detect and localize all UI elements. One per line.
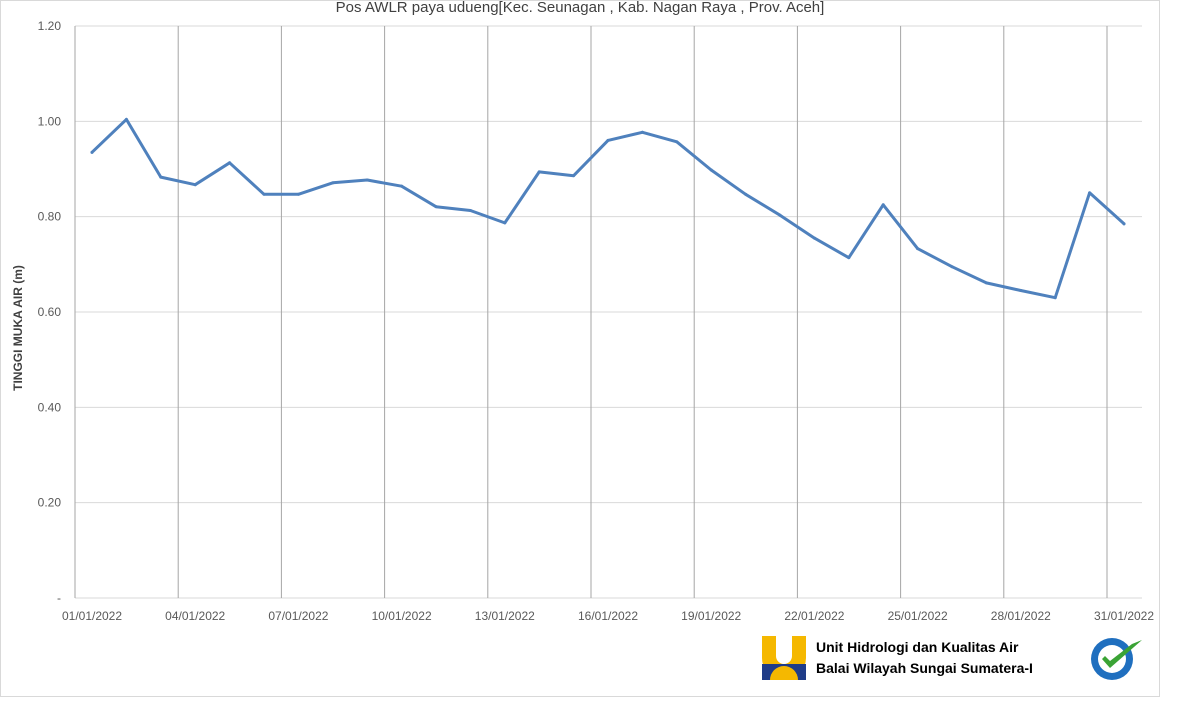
chart-frame [0, 0, 1160, 697]
data-point [262, 192, 266, 196]
data-point [606, 138, 610, 142]
y-tick-label: 1.20 [38, 19, 62, 33]
x-tick-label: 07/01/2022 [268, 609, 328, 623]
data-point [640, 130, 644, 134]
data-point [1053, 296, 1057, 300]
data-point [331, 181, 335, 185]
y-axis-label: TINGGI MUKA AIR (m) [11, 265, 25, 391]
data-point [1122, 222, 1126, 226]
x-tick-label: 10/01/2022 [372, 609, 432, 623]
org-name-line2: Balai Wilayah Sungai Sumatera-I [816, 660, 1033, 676]
data-point [709, 168, 713, 172]
y-tick-label: 0.60 [38, 305, 62, 319]
data-point [812, 236, 816, 240]
x-tick-label: 04/01/2022 [165, 609, 225, 623]
x-tick-label: 01/01/2022 [62, 609, 122, 623]
y-tick-label: 0.40 [38, 400, 62, 414]
iso-certified-badge-icon [1091, 638, 1142, 680]
x-tick-label: 13/01/2022 [475, 609, 535, 623]
data-point [847, 256, 851, 260]
x-tick-label: 16/01/2022 [578, 609, 638, 623]
data-point [193, 183, 197, 187]
x-tick-label: 25/01/2022 [888, 609, 948, 623]
x-tick-labels: 01/01/2022 04/01/2022 07/01/2022 10/01/2022… [62, 609, 1154, 623]
org-name-line1: Unit Hidrologi dan Kualitas Air [816, 639, 1019, 655]
data-point [881, 203, 885, 207]
vertical-gridlines [74, 26, 1108, 598]
organization-footer: Unit Hidrologi dan Kualitas Air Balai Wi… [762, 636, 1033, 680]
data-point [778, 213, 782, 217]
chart-title: Pos AWLR paya udueng[Kec. Seunagan , Kab… [336, 0, 825, 16]
data-point [468, 208, 472, 212]
organization-text: Unit Hidrologi dan Kualitas Air Balai Wi… [816, 637, 1033, 679]
data-point [572, 174, 576, 178]
y-tick-label: 1.00 [38, 114, 62, 128]
data-point [984, 281, 988, 285]
data-point [675, 140, 679, 144]
y-tick-label: 0.80 [38, 210, 62, 224]
data-point [124, 117, 128, 121]
data-point [296, 192, 300, 196]
y-tick-labels: - 0.20 0.40 0.60 0.80 1.00 1.20 [38, 19, 62, 605]
data-point [744, 192, 748, 196]
data-point [159, 175, 163, 179]
y-tick-label: 0.20 [38, 496, 62, 510]
pu-logo-icon [762, 636, 806, 680]
data-point [537, 170, 541, 174]
x-tick-label: 19/01/2022 [681, 609, 741, 623]
data-point [916, 247, 920, 251]
x-tick-label: 28/01/2022 [991, 609, 1051, 623]
data-point [365, 178, 369, 182]
data-point [228, 161, 232, 165]
x-tick-label: 31/01/2022 [1094, 609, 1154, 623]
data-point [90, 150, 94, 154]
series-group [90, 117, 1126, 300]
data-point [1019, 289, 1023, 293]
data-point [1088, 191, 1092, 195]
data-point [400, 184, 404, 188]
data-point [434, 205, 438, 209]
data-point [503, 221, 507, 225]
y-tick-label: - [57, 591, 61, 605]
data-point [950, 265, 954, 269]
horizontal-gridlines [75, 25, 1142, 599]
series-line [90, 117, 1126, 300]
x-tick-label: 22/01/2022 [784, 609, 844, 623]
